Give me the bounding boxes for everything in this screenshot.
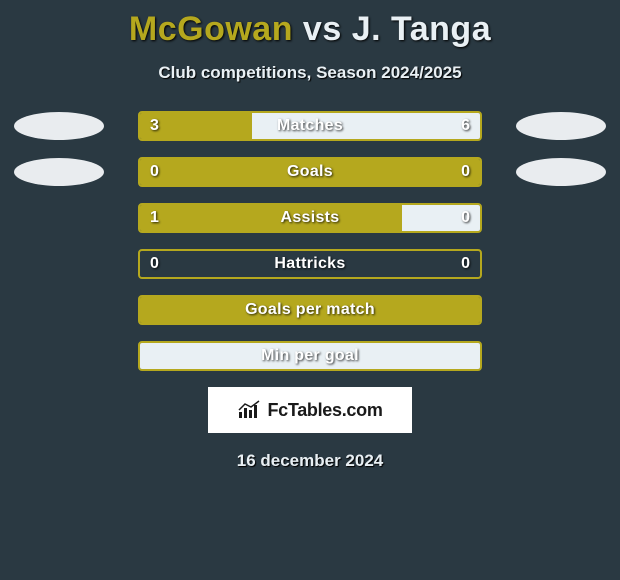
- stat-row: Matches3 6: [0, 111, 620, 141]
- stat-label: Assists: [140, 205, 480, 231]
- stat-value-right: 0: [438, 159, 470, 185]
- stat-label: Min per goal: [140, 343, 480, 369]
- stat-value-left: 0: [150, 251, 182, 277]
- stat-bar-track: Goals per match: [138, 295, 482, 325]
- player1-badge: [14, 158, 104, 186]
- player1-name: McGowan: [129, 10, 293, 48]
- stat-row: Goals per match: [0, 295, 620, 325]
- date-text: 16 december 2024: [0, 451, 620, 471]
- stat-value-left: 0: [150, 159, 182, 185]
- stat-row: Goals0 0: [0, 157, 620, 187]
- stat-value-left: 3: [150, 113, 182, 139]
- stat-bar-track: Hattricks0 0: [138, 249, 482, 279]
- watermark-text: FcTables.com: [267, 400, 382, 421]
- stat-label: Goals per match: [140, 297, 480, 323]
- stat-value-right: 0: [438, 251, 470, 277]
- stat-value-right: 0: [438, 205, 470, 231]
- vs-text: vs: [303, 10, 342, 48]
- watermark-badge: FcTables.com: [208, 387, 412, 433]
- player1-badge: [14, 112, 104, 140]
- comparison-chart: Matches36Goals00Assists10Hattricks00Goal…: [0, 111, 620, 371]
- stat-label: Goals: [140, 159, 480, 185]
- stat-label: Matches: [140, 113, 480, 139]
- stat-value-right: 6: [438, 113, 470, 139]
- chart-icon: [237, 400, 263, 420]
- stat-row: Hattricks0 0: [0, 249, 620, 279]
- stat-bar-track: Goals0 0: [138, 157, 482, 187]
- stat-bar-track: Assists1 0: [138, 203, 482, 233]
- stat-label: Hattricks: [140, 251, 480, 277]
- stat-bar-track: Matches3 6: [138, 111, 482, 141]
- player2-badge: [516, 112, 606, 140]
- stat-bar-track: Min per goal: [138, 341, 482, 371]
- stat-row: Min per goal: [0, 341, 620, 371]
- player2-badge: [516, 158, 606, 186]
- comparison-title: McGowan vs J. Tanga: [0, 0, 620, 49]
- subtitle: Club competitions, Season 2024/2025: [0, 63, 620, 83]
- stat-value-left: 1: [150, 205, 182, 231]
- player2-name: J. Tanga: [352, 10, 491, 48]
- stat-row: Assists1 0: [0, 203, 620, 233]
